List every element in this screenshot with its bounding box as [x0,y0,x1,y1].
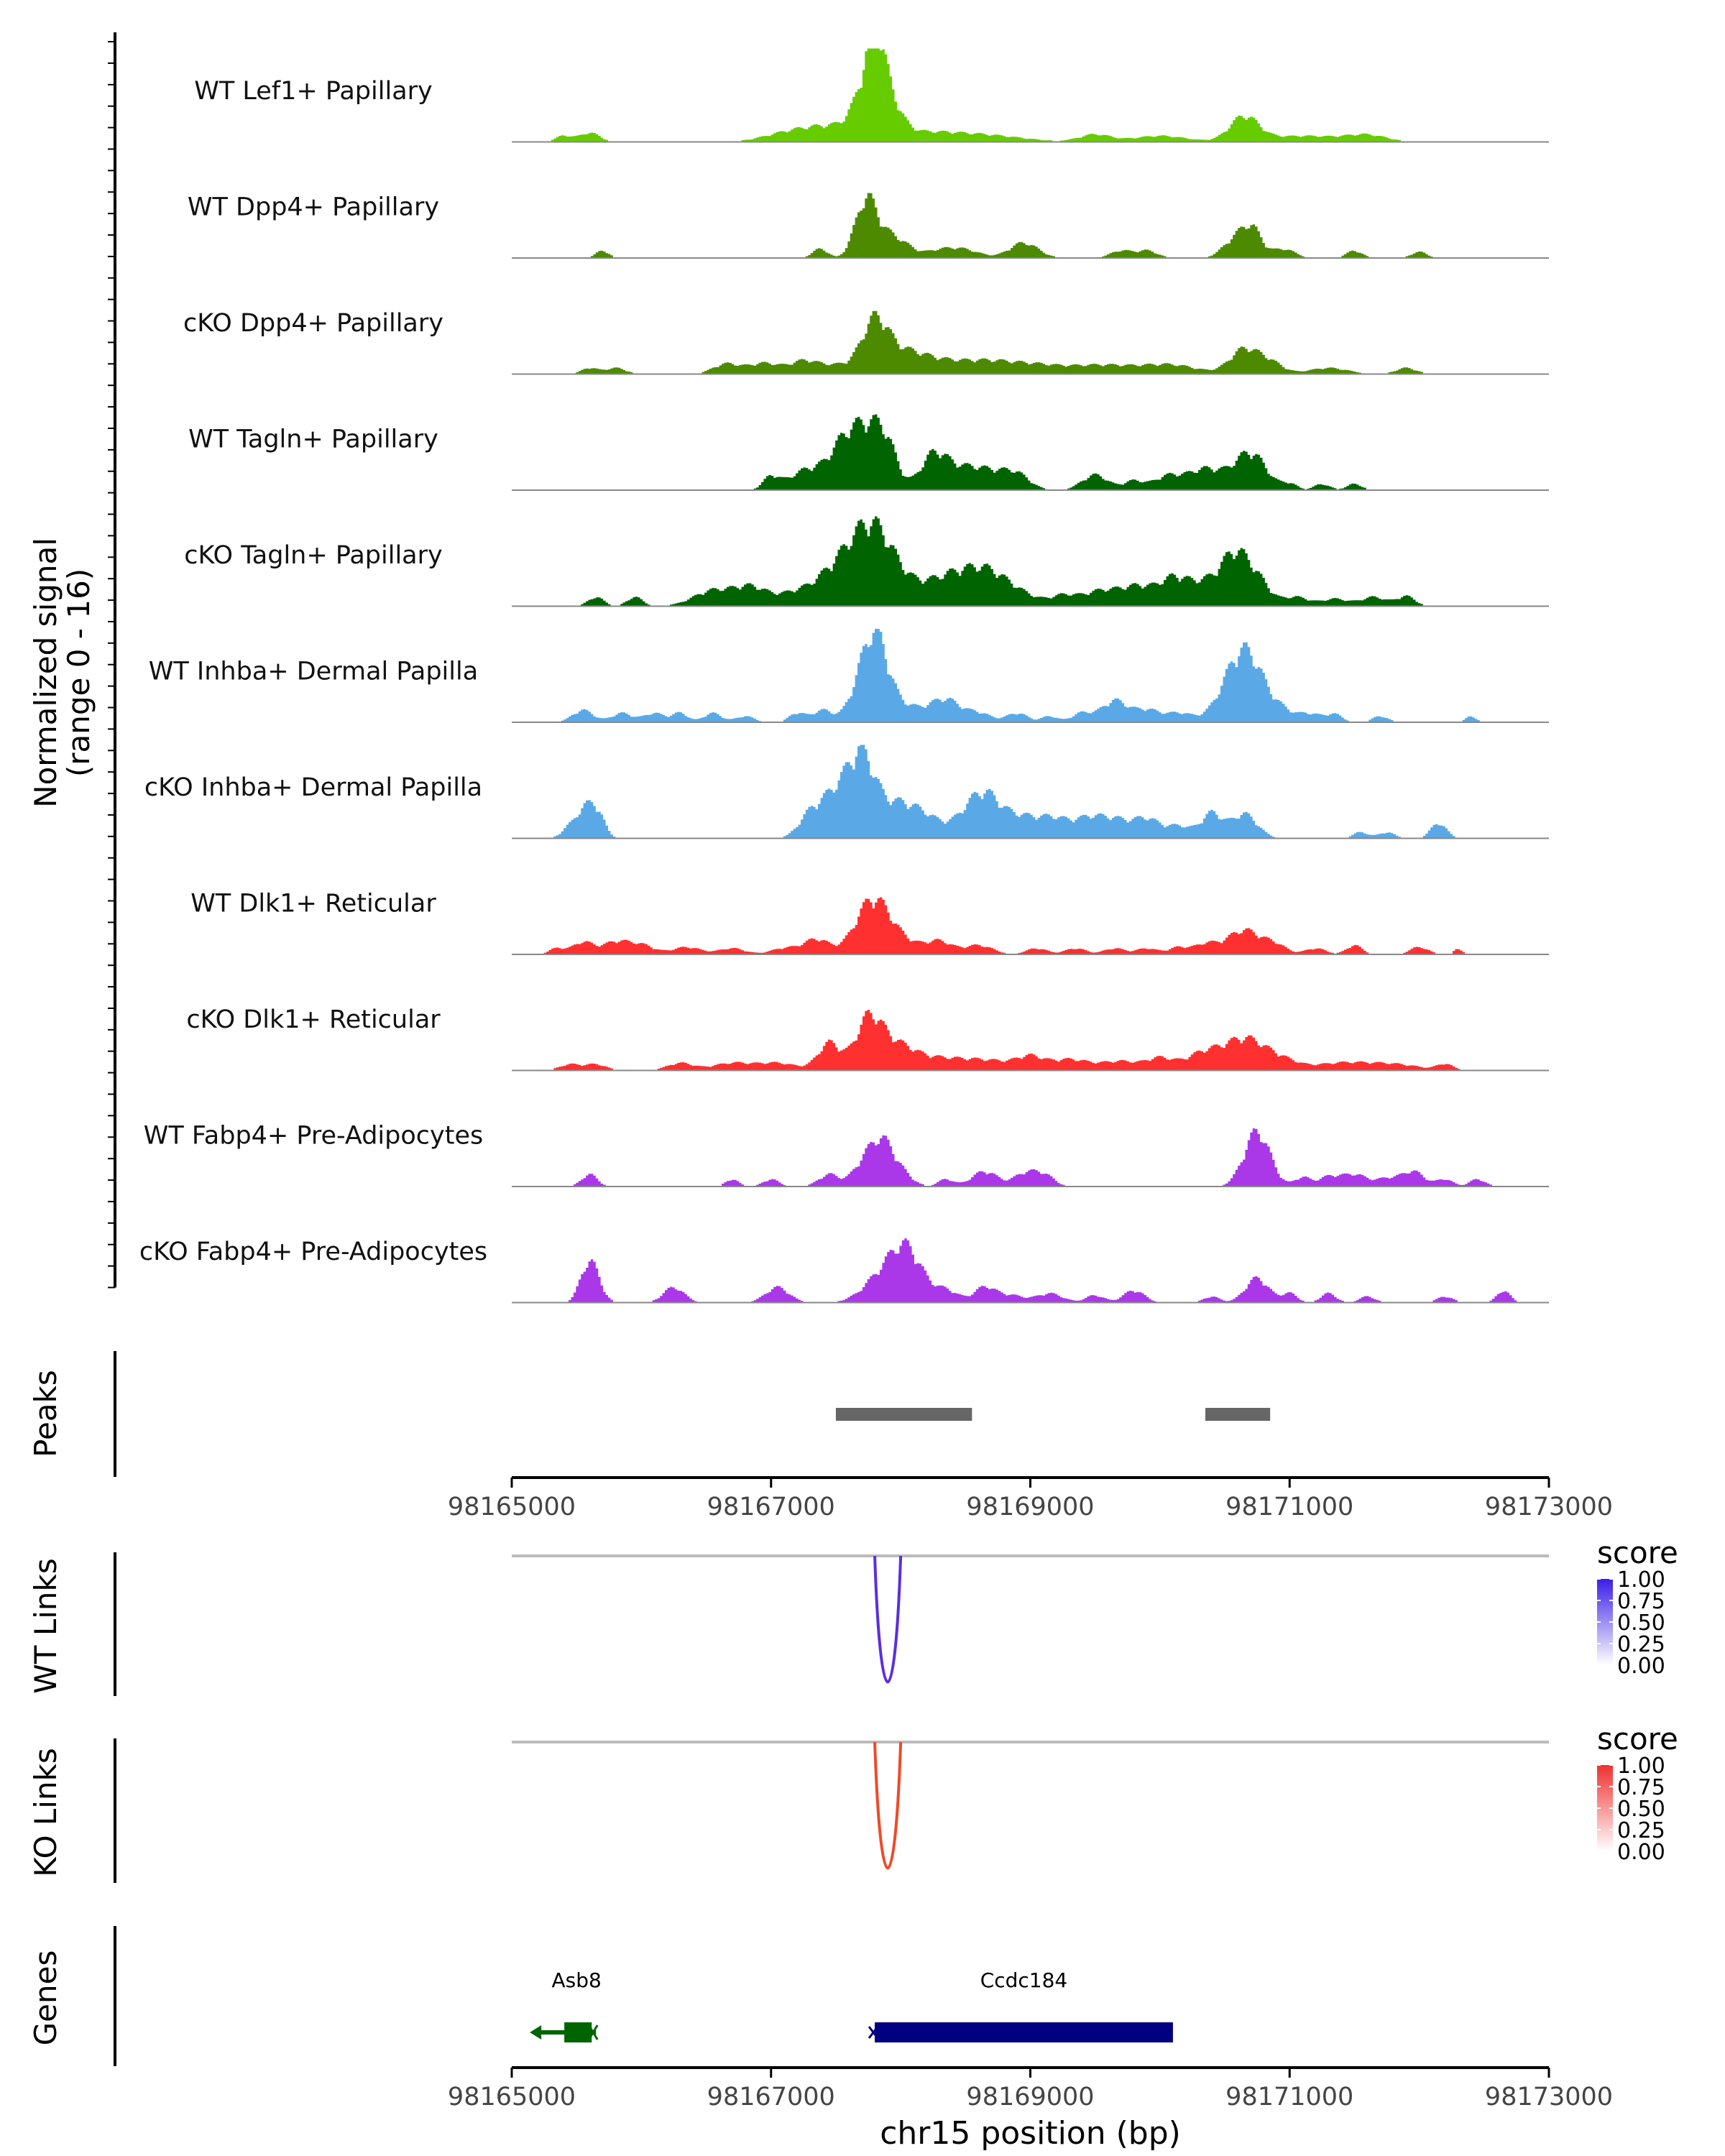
legend-tick-label: 1.00 [1617,1754,1665,1779]
x-tick-label: 98169000 [966,1493,1094,1521]
legend-title: score [1597,1721,1678,1756]
coverage-area [512,1238,1549,1303]
coverage-track: cKO Dpp4+ Papillary [183,309,1549,375]
legend-tick-label: 0.25 [1617,1818,1665,1843]
x-tick-label: 98173000 [1485,1493,1613,1521]
coverage-track: WT Inhba+ Dermal Papilla [149,629,1549,723]
strand-arrow-icon [530,2025,542,2040]
coverage-area [512,48,1549,142]
legend-tick-label: 0.50 [1617,1611,1665,1636]
legend-tick-label: 0.50 [1617,1797,1665,1822]
legend-tick-label: 0.25 [1617,1632,1665,1657]
legend-colorbar [1597,1579,1613,1665]
coverage-track: cKO Tagln+ Papillary [184,516,1549,607]
coverage-track: WT Lef1+ Papillary [194,48,1549,143]
track-label: WT Dlk1+ Reticular [190,890,436,918]
legend-tick-label: 1.00 [1617,1567,1665,1593]
peaks-label: Peaks [28,1370,63,1457]
track-label: WT Dpp4+ Papillary [188,193,439,222]
x-axis-title: chr15 position (bp) [880,2115,1181,2152]
x-tick-label: 98167000 [707,1493,835,1521]
x-tick-label: 98167000 [707,2083,835,2111]
track-label: WT Tagln+ Papillary [188,425,438,454]
x-axis-upper: 98165000 98167000 98169000 98171000 98173000 [448,1476,1613,1521]
x-tick-label: 98171000 [1225,2083,1353,2111]
x-tick-label: 98165000 [448,2083,576,2111]
peak-region [1205,1408,1271,1421]
y-axis-range-label: (range 0 - 16) [61,568,96,777]
track-label: WT Fabp4+ Pre-Adipocytes [144,1122,483,1151]
coverage-area [512,745,1549,839]
coverage-track: cKO Fabp4+ Pre-Adipocytes [139,1238,1549,1304]
coverage-track: WT Fabp4+ Pre-Adipocytes [144,1122,1549,1187]
coverage-area [512,310,1549,374]
coverage-panel: Normalized signal(range 0 - 16) WT Lef1+ … [28,32,1549,1304]
legend-title: score [1597,1535,1678,1570]
x-tick-label: 98165000 [448,1493,576,1521]
link-arc [873,1741,903,1870]
peak-region [835,1408,972,1421]
gene-model: Asb8 [530,1968,602,2042]
link-arc [873,1555,903,1684]
coverage-area [512,629,1549,722]
gene-model: Ccdc184 [868,1968,1173,2042]
track-label: cKO Dpp4+ Papillary [183,309,443,338]
track-label: cKO Tagln+ Papillary [184,541,443,570]
links-label: KO Links [28,1748,63,1877]
coverage-track: WT Dlk1+ Reticular [190,890,1549,955]
y-axis-label: Normalized signal [28,538,63,808]
genes-panel: Genes Asb8 Ccdc184 [28,1926,1173,2066]
coverage-area [512,193,1549,258]
track-label: WT Lef1+ Papillary [194,77,433,106]
x-axis-lower: 98165000 98167000 98169000 98171000 98173000… [448,2066,1613,2152]
coverage-area [512,414,1549,490]
track-label: cKO Dlk1+ Reticular [186,1005,441,1034]
legend-colorbar [1597,1765,1613,1851]
coverage-area [512,1128,1549,1187]
coverage-area [512,897,1549,954]
legend-tick-label: 0.00 [1617,1840,1665,1865]
gene-exon [564,2022,592,2042]
peaks-panel: Peaks [28,1351,1271,1477]
x-tick-label: 98169000 [966,2083,1094,2111]
coverage-track: WT Dpp4+ Papillary [188,193,1549,259]
coverage-track: cKO Dlk1+ Reticular [186,1005,1549,1072]
gene-name: Asb8 [552,1968,602,1992]
legend-tick-label: 0.00 [1617,1654,1665,1679]
track-label: WT Inhba+ Dermal Papilla [149,658,478,686]
legend-tick-label: 0.75 [1617,1775,1665,1800]
gene-exon [875,2022,1173,2042]
links-label: WT Links [28,1558,63,1693]
coverage-area [512,1010,1549,1071]
coverage-track: WT Tagln+ Papillary [188,414,1549,491]
genes-label: Genes [28,1950,63,2046]
legend-tick-label: 0.75 [1617,1589,1665,1614]
x-tick-label: 98173000 [1485,2083,1613,2111]
gene-end-mark-icon [587,2024,599,2040]
gene-start-mark-icon [868,2026,879,2039]
coverage-area [512,516,1549,607]
coverage-track: cKO Inhba+ Dermal Papilla [144,745,1549,839]
x-tick-label: 98171000 [1225,1493,1353,1521]
gene-name: Ccdc184 [980,1968,1068,1992]
track-label: cKO Inhba+ Dermal Papilla [144,773,482,802]
track-label: cKO Fabp4+ Pre-Adipocytes [139,1238,487,1266]
